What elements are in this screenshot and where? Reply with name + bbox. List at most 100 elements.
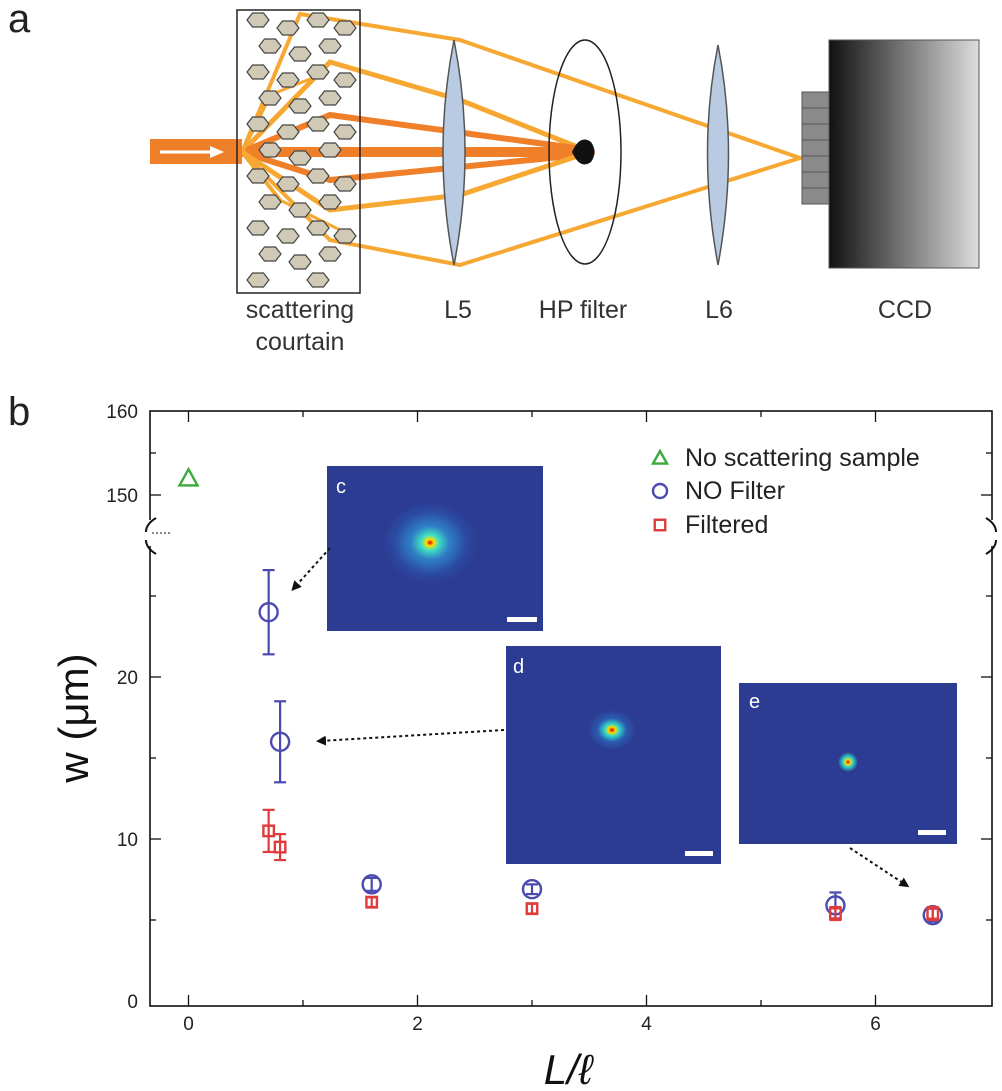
scatterer-particle bbox=[306, 64, 330, 80]
axis-ticks: 0 2 4 6 0 10 20 150 160 bbox=[106, 402, 992, 1035]
inset-d-label: d bbox=[513, 656, 524, 678]
y-tick-label: 0 bbox=[127, 992, 138, 1013]
scatterer-particle bbox=[333, 20, 357, 36]
scatterer-particle bbox=[258, 142, 282, 158]
scatterer-particle bbox=[333, 72, 357, 88]
curtain-label-line1: scattering bbox=[246, 296, 354, 324]
scatterer-particle bbox=[288, 46, 312, 62]
x-axis-title: L/ℓ bbox=[544, 1046, 595, 1091]
scatterer-particle bbox=[246, 64, 270, 80]
marker-circle bbox=[521, 879, 543, 900]
axis-break-left bbox=[144, 517, 170, 555]
scatterer-particle bbox=[306, 220, 330, 236]
scatterer-particle bbox=[258, 194, 282, 210]
marker-circle bbox=[361, 874, 382, 895]
scatterer-particle bbox=[246, 168, 270, 184]
scatterer-particle bbox=[333, 228, 357, 244]
marker-circle bbox=[258, 602, 279, 623]
ray-segment bbox=[327, 192, 463, 213]
lens-l5 bbox=[442, 39, 466, 266]
panel-a-letter: a bbox=[8, 0, 31, 41]
hp-filter bbox=[548, 39, 622, 265]
marker-square bbox=[365, 895, 379, 909]
scatterer-particle bbox=[318, 90, 342, 106]
scatterer-particle bbox=[276, 20, 300, 36]
ray-segment bbox=[458, 156, 802, 267]
y-tick-label: 150 bbox=[106, 486, 138, 507]
marker-circle bbox=[269, 731, 291, 752]
panel-b-chart: b 0 2 4 6 0 10 20 150 160 w (μm) L/ℓ c bbox=[8, 390, 999, 1091]
inset-d-arrow bbox=[316, 729, 505, 746]
ccd-camera bbox=[801, 39, 980, 269]
scatterer-particle bbox=[333, 176, 357, 192]
inset-d: d bbox=[506, 646, 721, 864]
scatterer-particle bbox=[288, 98, 312, 114]
lens-l6 bbox=[706, 44, 730, 266]
marker-square bbox=[926, 907, 940, 920]
scatterer-particle bbox=[276, 176, 300, 192]
scatterer-particle bbox=[288, 150, 312, 166]
scatterer-particle bbox=[318, 246, 342, 262]
scatterer-particle bbox=[258, 90, 282, 106]
scatterer-particle bbox=[288, 202, 312, 218]
marker-square bbox=[273, 840, 287, 854]
ray-segment bbox=[457, 149, 593, 198]
y-tick-label: 20 bbox=[117, 668, 138, 689]
scatterer-particle bbox=[318, 194, 342, 210]
scatterer-particles bbox=[246, 12, 357, 288]
ray-segment bbox=[328, 238, 462, 267]
x-tick-label: 4 bbox=[641, 1014, 652, 1035]
marker-square bbox=[262, 824, 276, 838]
scatterer-particle bbox=[258, 38, 282, 54]
x-tick-label: 0 bbox=[183, 1014, 194, 1035]
ray-segment bbox=[457, 97, 593, 155]
inset-c-label: c bbox=[336, 476, 346, 498]
ray-segment bbox=[327, 59, 463, 103]
scatterer-particle bbox=[276, 124, 300, 140]
plot-frame bbox=[149, 410, 993, 1007]
scatterer-particle bbox=[306, 168, 330, 184]
x-tick-label: 6 bbox=[870, 1014, 881, 1035]
scatterer-particle bbox=[258, 246, 282, 262]
scatterer-particle bbox=[306, 272, 330, 288]
beam-direction-arrow-icon bbox=[160, 146, 224, 158]
marker-circle bbox=[651, 482, 669, 500]
scatterer-particle bbox=[246, 272, 270, 288]
inset-e-label: e bbox=[749, 691, 760, 713]
y-axis-title: w (μm) bbox=[50, 653, 97, 783]
scatterer-particle bbox=[288, 254, 312, 270]
hp-filter-block bbox=[572, 139, 595, 165]
ray-segment bbox=[458, 38, 802, 160]
axis-break-right bbox=[985, 517, 999, 555]
x-tick-label: 2 bbox=[412, 1014, 423, 1035]
ccd-label: CCD bbox=[878, 296, 932, 324]
panel-b-letter: b bbox=[8, 390, 30, 434]
scatterer-particle bbox=[318, 142, 342, 158]
marker-triangle bbox=[650, 448, 670, 465]
scatterer-particle bbox=[276, 228, 300, 244]
curtain-label-line2: courtain bbox=[256, 328, 345, 356]
legend: No scattering sample NO Filter Filtered bbox=[650, 444, 920, 539]
scatterer-particle bbox=[246, 116, 270, 132]
lens-l6-label: L6 bbox=[705, 296, 733, 324]
legend-entry-label: No scattering sample bbox=[685, 444, 920, 472]
inset-c-arrow bbox=[291, 547, 331, 591]
y-tick-label: 10 bbox=[117, 830, 138, 851]
scattering-curtain bbox=[236, 9, 361, 294]
inset-e: e bbox=[739, 683, 957, 844]
inset-e-arrow bbox=[849, 847, 910, 888]
hp-filter-label: HP filter bbox=[539, 296, 627, 324]
panel-a-optical-setup: a bbox=[8, 0, 980, 356]
lens-l5-label: L5 bbox=[444, 296, 472, 324]
scatterer-particle bbox=[333, 124, 357, 140]
scatterer-particle bbox=[318, 38, 342, 54]
y-tick-label: 160 bbox=[106, 402, 138, 423]
marker-square bbox=[828, 907, 842, 920]
legend-entry-label: NO Filter bbox=[685, 477, 785, 505]
marker-square bbox=[525, 902, 539, 916]
legend-entry-label: Filtered bbox=[685, 511, 768, 539]
scatterer-particle bbox=[306, 12, 330, 28]
inset-c: c bbox=[327, 466, 543, 631]
scatterer-particle bbox=[306, 116, 330, 132]
